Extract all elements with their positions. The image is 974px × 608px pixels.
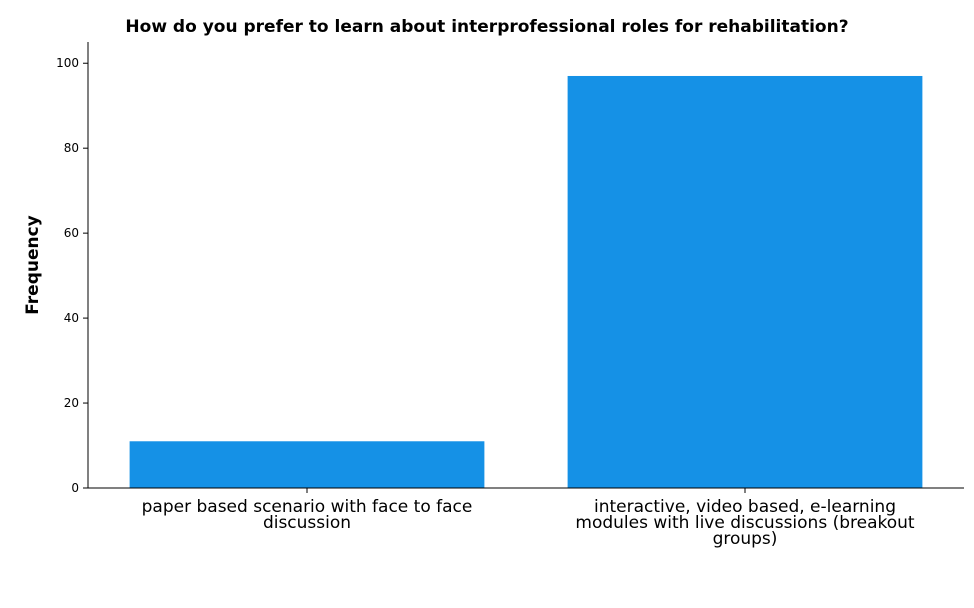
x-tick-label-line: groups): [713, 529, 778, 549]
y-tick-label: 60: [64, 226, 79, 240]
bar-2: [567, 75, 923, 488]
x-tick-label-line: paper based scenario with face to face: [142, 497, 473, 517]
y-tick-label: 0: [71, 481, 79, 495]
x-tick-label-line: interactive, video based, e-learning: [594, 497, 896, 517]
y-tick-label: 100: [56, 56, 79, 70]
x-tick-label: paper based scenario with face to face di…: [142, 497, 473, 533]
bars: [129, 75, 923, 488]
y-tick-label: 20: [64, 396, 79, 410]
x-axis: paper based scenario with face to face di…: [88, 487, 964, 549]
x-tick-label-line: modules with live discussions (breakout: [575, 513, 915, 533]
bar-1: [129, 441, 485, 488]
x-tick-label-line: discussion: [263, 513, 351, 533]
chart-title: How do you prefer to learn about interpr…: [125, 17, 848, 37]
y-tick-label: 80: [64, 141, 79, 155]
y-tick-label: 40: [64, 311, 79, 325]
y-axis-label: Frequency: [23, 215, 43, 315]
y-axis: 0 20 40 60 80 100: [56, 42, 89, 495]
x-tick-label: interactive, video based, e-learning modu…: [575, 497, 915, 549]
